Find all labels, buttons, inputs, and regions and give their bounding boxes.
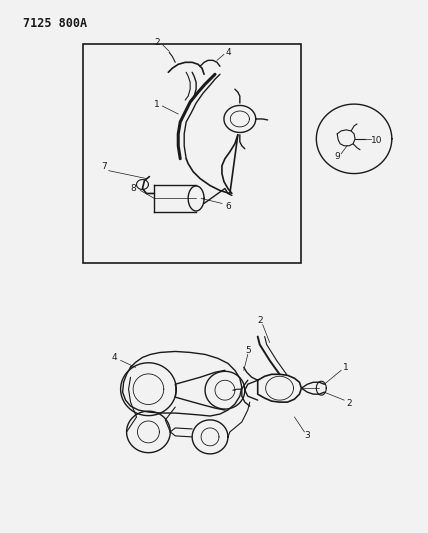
Text: 1: 1 [154, 100, 159, 109]
Text: 7125 800A: 7125 800A [23, 17, 87, 30]
Text: 9: 9 [334, 152, 340, 161]
Text: 2: 2 [155, 38, 160, 47]
Text: 1: 1 [343, 363, 349, 372]
Text: 3: 3 [304, 431, 310, 440]
Bar [83, 44, 301, 263]
Text: 4: 4 [112, 353, 117, 362]
Text: 8: 8 [131, 184, 137, 193]
Text: 7: 7 [101, 162, 107, 171]
Text: 6: 6 [225, 202, 231, 211]
Text: 5: 5 [245, 346, 251, 355]
Text: 2: 2 [257, 316, 262, 325]
Text: 4: 4 [225, 48, 231, 57]
Text: 10: 10 [371, 136, 383, 146]
Text: 2: 2 [346, 399, 352, 408]
